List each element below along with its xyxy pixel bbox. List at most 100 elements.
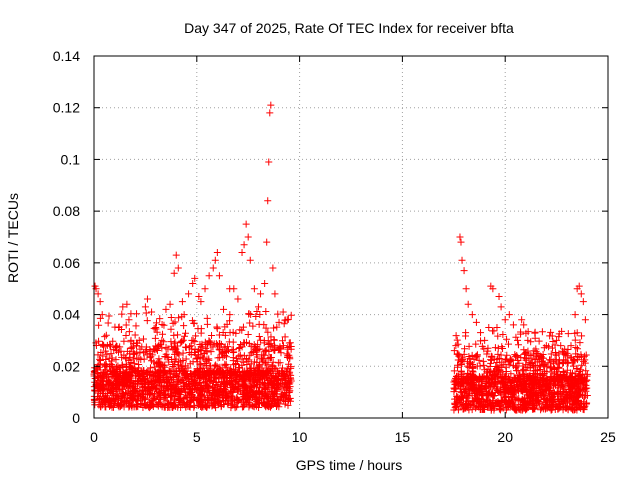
- data-point: [247, 380, 255, 388]
- data-point: [579, 298, 587, 306]
- data-point: [218, 391, 226, 399]
- data-point: [538, 372, 546, 380]
- data-point: [494, 350, 502, 358]
- data-point: [221, 331, 229, 339]
- data-point: [152, 342, 160, 350]
- data-point: [532, 345, 540, 353]
- data-point: [510, 374, 518, 382]
- data-point: [137, 400, 145, 408]
- data-point: [220, 305, 228, 313]
- data-point: [582, 351, 590, 359]
- data-point: [479, 392, 487, 400]
- data-point: [150, 345, 158, 353]
- data-point: [221, 349, 229, 357]
- data-point: [124, 394, 132, 402]
- data-point: [191, 338, 199, 346]
- data-point: [526, 360, 534, 368]
- data-point: [575, 353, 583, 361]
- data-point: [223, 399, 231, 407]
- data-point: [489, 389, 497, 397]
- data-point: [265, 158, 273, 166]
- data-point: [258, 355, 266, 363]
- data-point: [454, 361, 462, 369]
- data-point: [234, 397, 242, 405]
- data-point: [189, 280, 197, 288]
- data-point: [581, 316, 589, 324]
- data-point: [148, 351, 156, 359]
- data-point: [457, 238, 465, 246]
- data-point: [520, 321, 528, 329]
- data-point: [224, 343, 232, 351]
- data-point: [549, 398, 557, 406]
- data-point: [505, 386, 513, 394]
- data-point: [104, 381, 112, 389]
- data-point: [246, 319, 254, 327]
- data-point: [519, 380, 527, 388]
- data-point: [215, 345, 223, 353]
- data-point: [508, 385, 516, 393]
- data-point: [578, 361, 586, 369]
- data-point: [574, 397, 582, 405]
- data-point: [106, 402, 114, 410]
- data-point: [126, 378, 134, 386]
- data-point: [255, 363, 263, 371]
- data-point: [165, 358, 173, 366]
- data-point: [285, 388, 293, 396]
- data-point: [149, 394, 157, 402]
- data-point: [190, 319, 198, 327]
- x-tick-label: 0: [90, 429, 98, 445]
- data-point: [537, 406, 545, 414]
- data-point: [145, 391, 153, 399]
- y-tick-label: 0.1: [61, 151, 81, 167]
- data-point: [573, 353, 581, 361]
- data-point: [264, 328, 272, 336]
- data-point: [487, 406, 495, 414]
- data-point: [498, 377, 506, 385]
- data-point: [286, 353, 294, 361]
- data-point: [112, 365, 120, 373]
- data-point: [187, 342, 195, 350]
- data-point: [547, 328, 555, 336]
- data-point: [114, 348, 122, 356]
- data-point: [245, 340, 253, 348]
- data-point: [528, 376, 536, 384]
- data-point: [198, 353, 206, 361]
- data-point: [146, 401, 154, 409]
- data-point: [460, 267, 468, 275]
- data-point: [113, 342, 121, 350]
- data-point: [274, 310, 282, 318]
- data-point: [261, 280, 269, 288]
- x-tick-label: 20: [497, 429, 513, 445]
- data-point: [530, 361, 538, 369]
- data-point: [579, 379, 587, 387]
- data-point: [139, 367, 147, 375]
- data-point: [536, 352, 544, 360]
- axis-ticks: [93, 55, 609, 419]
- x-tick-labels: 0 5 10 15 20 25: [90, 429, 616, 445]
- data-point: [539, 401, 547, 409]
- data-point: [115, 324, 123, 331]
- data-point: [152, 319, 160, 327]
- data-point: [520, 372, 528, 380]
- data-point: [578, 376, 586, 384]
- data-point: [563, 372, 571, 380]
- data-point: [452, 332, 460, 340]
- data-point: [508, 396, 516, 404]
- y-tick-label: 0.12: [53, 100, 80, 116]
- data-point: [96, 360, 104, 368]
- data-point: [519, 405, 527, 413]
- data-point: [208, 332, 216, 340]
- data-point: [573, 364, 581, 372]
- data-point: [524, 336, 532, 344]
- data-point: [152, 324, 160, 331]
- data-point: [242, 389, 250, 397]
- data-point: [485, 324, 493, 331]
- data-point: [151, 334, 159, 342]
- data-point: [516, 400, 524, 408]
- data-point: [482, 378, 490, 386]
- data-point: [501, 316, 509, 324]
- data-point: [160, 321, 168, 329]
- data-point: [138, 368, 146, 376]
- data-point: [507, 381, 515, 389]
- data-point: [459, 385, 467, 393]
